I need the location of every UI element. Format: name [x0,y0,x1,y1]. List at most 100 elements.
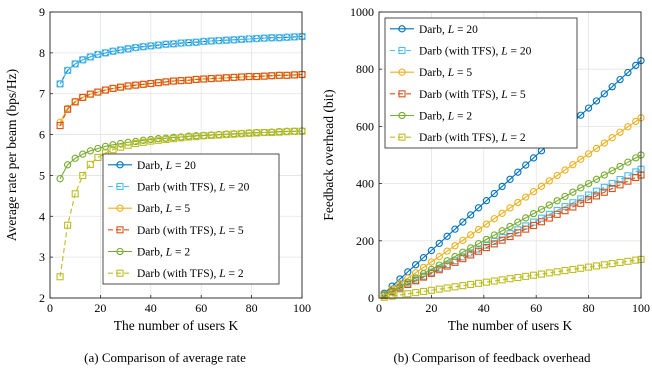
legend-value: = 5 [454,67,472,79]
data-point [109,47,117,55]
data-point [268,72,276,80]
data-point [412,269,420,277]
caption-a: (a) Comparison of average rate [84,350,246,365]
data-point [584,104,593,112]
data-point [585,196,593,204]
legend-marker [398,68,406,76]
data-point [451,225,459,233]
legend-variable: L [447,67,454,79]
series-line [59,35,303,85]
legend-series-name: Darb, [137,160,166,172]
legend-box [102,153,280,285]
data-point [147,79,155,88]
data-point [64,105,72,113]
legend-marker [116,161,124,169]
legend-series-name: Darb, [419,67,448,79]
data-point [139,43,147,51]
data-point [283,71,291,79]
legend-item: Darb, L = 2 [390,111,472,123]
legend-label: Darb (with TFS), L = 2 [137,268,244,280]
data-point [215,37,223,45]
data-point [275,71,283,79]
data-point [268,34,276,42]
data-point [101,86,109,94]
data-point [268,128,276,137]
data-point [147,137,155,145]
data-point [600,261,608,269]
data-point [435,252,443,261]
data-point [545,201,553,209]
data-point [79,93,87,101]
data-point [124,141,132,149]
data-point [283,33,291,41]
legend-box [384,17,578,149]
data-point [569,199,577,207]
y-tick-label: 5 [39,168,45,182]
data-point [537,218,545,226]
y-tick-label: 8 [39,46,45,60]
data-point [553,197,561,205]
data-point [561,166,569,174]
data-point [545,210,553,218]
data-point [530,271,538,279]
axes-box [378,11,642,299]
data-point [185,133,193,141]
data-point [192,133,200,141]
data-point [56,122,64,130]
legend-label: Darb, L = 20 [419,24,478,36]
x-tick-label: 80 [246,301,258,315]
data-point [498,236,506,244]
data-point [545,177,553,185]
legend-item: Darb, L = 5 [108,203,190,215]
legend-marker [398,25,406,33]
data-point [482,235,491,244]
data-point [71,98,79,106]
data-point [632,117,640,126]
data-point [64,221,72,229]
y-axis-label: Feedback overhead (bit) [321,89,336,220]
data-point [412,274,420,282]
data-point [522,225,530,233]
series-5 [380,255,645,301]
legend-marker [116,247,124,256]
data-point [177,77,185,85]
data-point [584,150,593,158]
data-point [275,34,283,42]
data-point [616,162,624,171]
data-point [435,239,443,248]
data-point [154,41,162,49]
data-point [608,83,616,91]
legend-variable: L [500,89,507,101]
legend-label: Darb, L = 5 [419,67,472,79]
data-point [592,192,601,200]
data-point [577,264,585,272]
data-point [624,172,632,180]
data-point [435,266,443,274]
data-point [56,80,64,88]
series-3 [56,70,306,130]
data-point [396,275,404,283]
data-point [561,267,569,275]
data-point [94,144,102,153]
data-point [584,179,593,188]
x-tick-label: 60 [530,301,542,315]
data-point [230,73,238,81]
data-point [260,72,268,80]
data-point [230,130,238,138]
data-point [222,131,230,139]
data-point [514,229,522,237]
data-point [177,39,185,47]
data-point [124,82,132,90]
data-point [275,128,283,136]
data-point [506,175,514,183]
data-point [139,80,147,88]
data-point [162,135,170,144]
series-line [59,73,303,123]
data-point [443,247,451,255]
data-point [537,270,545,278]
data-point [177,134,185,142]
data-point [56,273,64,281]
y-tick-label: 7 [39,87,45,101]
legend-marker [398,46,406,55]
